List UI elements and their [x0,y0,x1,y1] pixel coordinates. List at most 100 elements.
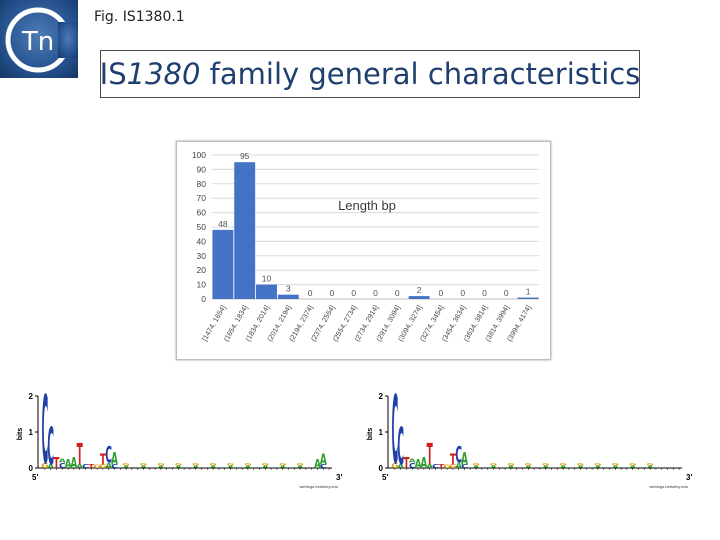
logo-letter: G [507,462,515,466]
logo-letter: G [262,462,270,466]
data-label: 0 [439,288,444,298]
bar [234,162,256,299]
logo-letter: A [279,465,287,469]
y-tick-label: 0 [201,294,206,304]
logo-letter: G [209,462,217,466]
data-label: 10 [262,274,272,284]
bar [212,229,234,299]
logo-letter: A [542,465,550,469]
y-tick-label: 30 [197,251,207,261]
chart-title: Length bp [338,198,396,213]
y-tick-label: 80 [197,179,207,189]
chart-frame: 0 10 20 30 40 50 60 70 80 90 100 48 [1474, 1654] 95 (1… [176,141,551,360]
bar [517,297,539,299]
y-tick-label: 40 [197,236,207,246]
data-label: 0 [504,288,509,298]
y-tick-label: 100 [192,150,206,160]
y-tick-label: 60 [197,208,207,218]
logo-letter: G [629,462,637,466]
logo-letter: A [192,465,200,469]
logo-letter: G [542,462,550,466]
bar [277,294,299,299]
logo-letter: T [403,455,410,472]
logo-letter: G [122,462,130,466]
logo-letter: G [140,462,148,466]
logo-letter: C [397,417,404,477]
logo-letter: A [473,465,481,469]
data-label: 0 [482,288,487,298]
data-label: 0 [308,288,313,298]
logo-letter: A [70,455,77,472]
logo-letter: A [47,463,54,469]
data-label: 0 [351,288,356,298]
logo-letter: T [450,451,457,468]
logo-letter: A [59,458,66,464]
logo-letter: G [93,465,101,470]
logo-letter: T [100,451,107,468]
logo-letter: A [647,465,655,469]
logo-letter: A [426,463,433,469]
logo-letter: A [262,465,270,469]
logo-letter: T [77,439,83,473]
logo-y-tick-label: 1 [29,428,34,437]
data-label: 95 [240,151,250,161]
sequence-logo-left: 2 1 0 bits 5' 3' weblogo.berkeley.edu G C A C T C A A A… [10,375,346,490]
data-label: 0 [395,288,400,298]
logo-letter: C [455,442,462,468]
logo-letter: G [490,462,498,466]
logo-5-prime: 5' [32,473,38,482]
logo-letter: G [525,462,533,466]
logo-letter: G [192,462,200,466]
data-label: 0 [460,288,465,298]
logo-letter: G [594,462,602,466]
logo-letter: A [525,465,533,469]
slide-title: IS 1380 family general characteristics [100,50,640,98]
logo-letter: T [427,439,433,473]
logo-letter: A [111,449,118,469]
logo-letter: A [76,463,83,469]
logo-y-axis-label: bits [17,428,24,441]
logo-letter: A [157,465,165,469]
logo-3-prime: 3' [686,473,692,482]
logo-letter: C [59,461,66,470]
logo-letter: T [53,455,60,472]
logo-letter: G [472,462,480,466]
title-italic: 1380 [126,57,201,91]
y-tick-label: 70 [197,193,207,203]
figure-label: Fig. IS1380.1 [94,9,185,25]
sequence-logo-right: 2 1 0 bits 5' 3' weblogo.berkeley.edu G C A C T C A A A… [360,375,696,490]
logo-letter: A [65,457,73,472]
logo-letter: A [409,458,416,464]
logo-letter: G [612,462,620,466]
logo-y-tick-label: 0 [379,464,384,473]
logo-letter: A [175,465,183,469]
y-tick-label: 50 [197,222,207,232]
logo-letter: C [392,384,399,485]
logo-letter: G [449,463,456,469]
logo-letter: A [314,457,322,472]
logo-letter: T [88,463,94,469]
logo-letter: G [296,462,304,466]
logo-letter: G [577,462,585,466]
logo-letter: A [507,465,515,469]
logo-letter: C [432,463,439,469]
logo-y-tick-label: 2 [379,392,384,401]
logo-letter: G [559,462,567,466]
logo-letter: C [461,463,468,469]
logo-letter: C [320,463,327,469]
logo-letter: A [415,457,423,472]
data-label: 48 [218,219,228,229]
logo-credit: weblogo.berkeley.edu [299,484,338,489]
logo-letter: G [99,463,106,469]
logo-letter: G [279,462,287,466]
logo-letter: A [140,465,148,469]
logo-letter: G [157,462,165,466]
y-tick-label: 90 [197,164,207,174]
logo-letter: C [42,384,49,485]
logo-letter: C [105,442,112,468]
logo-letter: A [612,465,620,469]
logo-letter: A [397,463,404,469]
logo-y-tick-label: 1 [379,428,384,437]
